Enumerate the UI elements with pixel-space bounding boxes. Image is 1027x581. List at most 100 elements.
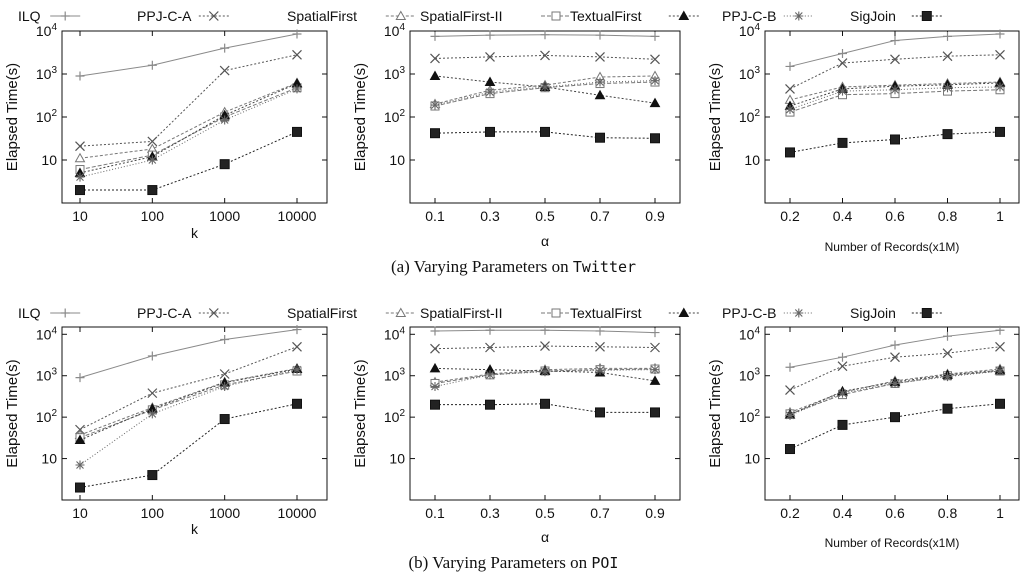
series-line bbox=[789, 368, 1001, 413]
x-tick-label: 0.8 bbox=[938, 208, 958, 224]
legend-marker bbox=[921, 11, 932, 21]
data-point bbox=[785, 104, 795, 114]
data-point bbox=[995, 398, 1005, 409]
data-point bbox=[292, 49, 302, 60]
data-point bbox=[430, 53, 440, 64]
series-line bbox=[79, 369, 298, 466]
chart-panel-1: 10 102 103 104 10 100 1000 10000 k Elapsed Time(s… bbox=[4, 22, 328, 241]
y-tick-label: 102 bbox=[739, 408, 761, 425]
series-line bbox=[434, 367, 656, 382]
data-point bbox=[75, 172, 85, 182]
data-point bbox=[890, 352, 900, 363]
data-point bbox=[75, 71, 85, 81]
legend-marker bbox=[678, 307, 690, 317]
series-line bbox=[80, 131, 298, 191]
data-point bbox=[540, 30, 550, 40]
data-point bbox=[595, 326, 605, 336]
x-axis-label: k bbox=[191, 225, 199, 241]
data-point bbox=[837, 361, 848, 372]
x-tick-label: 1000 bbox=[209, 505, 240, 521]
y-tick-label: 102 bbox=[36, 408, 58, 425]
data-point bbox=[943, 83, 952, 93]
x-tick-label: 0.3 bbox=[480, 208, 500, 224]
legend-marker bbox=[921, 308, 932, 318]
data-point bbox=[75, 482, 85, 493]
series-ilq bbox=[430, 30, 660, 41]
y-tick-label: 102 bbox=[384, 108, 406, 125]
data-point bbox=[838, 86, 847, 96]
series-spatialfirst-ii bbox=[785, 366, 1005, 419]
series-ppj-c-b bbox=[785, 366, 1005, 420]
caption-a-prefix: (a) Varying Parameters on bbox=[390, 257, 573, 276]
series-textualfirst bbox=[74, 78, 303, 177]
series-ppj-c-a bbox=[430, 341, 660, 354]
series-spatialfirst bbox=[784, 363, 1006, 417]
data-point bbox=[942, 51, 953, 62]
data-point bbox=[75, 185, 85, 196]
data-point bbox=[485, 342, 495, 353]
series-line bbox=[789, 89, 1001, 113]
data-point bbox=[943, 31, 952, 41]
data-point bbox=[785, 385, 795, 396]
legend-row-a: ILQ PPJ-C-A SpatialFirst SpatialFirst-II Tex… bbox=[18, 8, 942, 24]
x-tick-label: 0.6 bbox=[885, 208, 905, 224]
legend-label: SigJoin bbox=[850, 8, 896, 24]
x-tick-label: 10000 bbox=[278, 208, 317, 224]
legend-marker bbox=[60, 308, 70, 318]
data-point bbox=[292, 325, 302, 335]
data-point bbox=[785, 147, 795, 158]
series-ppj-c-a bbox=[75, 341, 302, 435]
series-line bbox=[789, 54, 1001, 90]
data-point bbox=[890, 36, 900, 46]
x-tick-label: 0.1 bbox=[425, 208, 445, 224]
caption-b: (b) Varying Parameters on POI bbox=[0, 553, 1027, 573]
data-point bbox=[540, 367, 550, 377]
data-point bbox=[430, 100, 440, 110]
y-axis-label: Elapsed Time(s) bbox=[707, 63, 724, 171]
data-point bbox=[147, 155, 157, 165]
legend-row-b: ILQ PPJ-C-A SpatialFirst SpatialFirst-II Tex… bbox=[18, 305, 942, 321]
data-point bbox=[650, 328, 660, 338]
data-point bbox=[292, 84, 302, 94]
x-tick-label: 1 bbox=[996, 208, 1004, 224]
y-tick-label: 104 bbox=[384, 325, 406, 342]
data-point bbox=[995, 49, 1005, 60]
legend-marker bbox=[551, 11, 561, 21]
y-tick-label: 103 bbox=[739, 65, 761, 82]
data-point bbox=[650, 342, 660, 353]
series-line bbox=[435, 403, 655, 413]
legend-marker bbox=[794, 308, 804, 318]
caption-b-dataset: POI bbox=[591, 554, 619, 572]
x-tick-label: 0.5 bbox=[535, 505, 555, 521]
data-point bbox=[595, 341, 605, 352]
data-point bbox=[540, 341, 550, 351]
legend-marker bbox=[551, 308, 561, 318]
data-point bbox=[292, 341, 302, 352]
data-point bbox=[75, 373, 85, 383]
data-point bbox=[74, 434, 86, 445]
x-tick-label: 100 bbox=[141, 208, 165, 224]
series-line bbox=[79, 346, 298, 431]
series-spatialfirst-ii bbox=[75, 83, 302, 175]
x-tick-label: 0.4 bbox=[833, 208, 853, 224]
series-ilq bbox=[75, 29, 302, 81]
y-tick-label: 103 bbox=[36, 65, 58, 82]
x-axis-label: k bbox=[191, 521, 199, 537]
series-line bbox=[79, 54, 298, 147]
series-sigjoin bbox=[75, 398, 302, 493]
data-point bbox=[429, 362, 441, 373]
series-line bbox=[434, 54, 656, 60]
data-point bbox=[147, 470, 158, 481]
data-point bbox=[430, 31, 440, 41]
legend-marker bbox=[60, 11, 70, 21]
data-point bbox=[838, 48, 847, 58]
data-point bbox=[540, 398, 550, 409]
series-line bbox=[79, 33, 298, 77]
y-tick-label: 102 bbox=[384, 408, 406, 425]
data-point bbox=[995, 325, 1005, 335]
series-sigjoin bbox=[430, 126, 660, 144]
data-point bbox=[292, 398, 302, 409]
x-tick-label: 0.1 bbox=[425, 505, 445, 521]
x-tick-label: 100 bbox=[141, 505, 165, 521]
